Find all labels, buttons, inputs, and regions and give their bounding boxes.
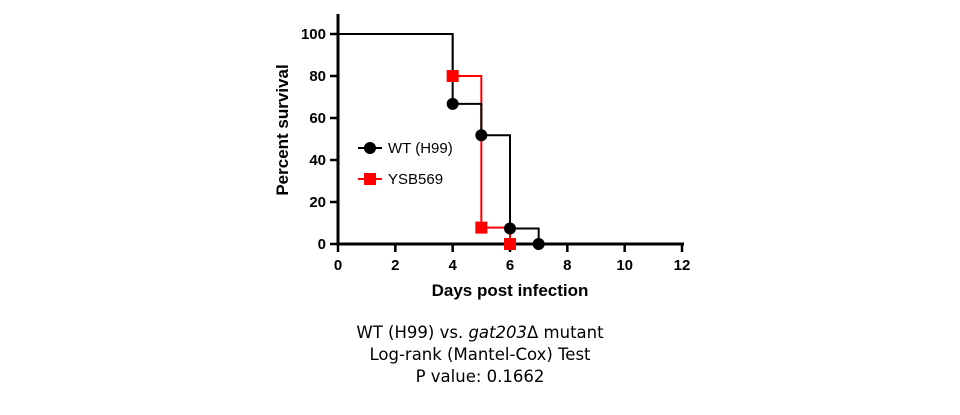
x-tick-label: 2 bbox=[391, 257, 399, 274]
series-layer bbox=[338, 33, 568, 250]
data-point bbox=[532, 238, 545, 250]
legend-marker bbox=[364, 142, 376, 154]
x-tick-label: 8 bbox=[563, 257, 571, 274]
y-tick-label: 40 bbox=[309, 152, 326, 169]
x-tick-label: 4 bbox=[448, 257, 457, 274]
data-point bbox=[475, 221, 488, 234]
y-tick-label: 100 bbox=[301, 26, 326, 43]
caption-line-1-suffix: Δ mutant bbox=[527, 323, 604, 342]
y-tick-label: 20 bbox=[309, 194, 326, 211]
data-point bbox=[504, 222, 516, 235]
y-tick-label: 0 bbox=[318, 236, 326, 253]
legend-marker bbox=[364, 173, 376, 185]
legend-label: YSB569 bbox=[388, 171, 443, 188]
y-axis-title: Percent survival bbox=[273, 64, 292, 195]
caption-line-1: WT (H99) vs. gat203Δ mutant bbox=[0, 322, 960, 344]
survival-chart: 0 2 4 6 8 10 12 0 20 40 60 80 100 WT (H99) YSB569 Day… bbox=[273, 14, 690, 300]
data-point bbox=[504, 238, 516, 250]
axes: 0 2 4 6 8 10 12 0 20 40 60 80 100 bbox=[301, 14, 690, 274]
legend: WT (H99) YSB569 bbox=[358, 140, 453, 188]
legend-label: WT (H99) bbox=[388, 140, 453, 157]
caption-line-3: P value: 0.1662 bbox=[415, 367, 545, 386]
y-tick-label: 80 bbox=[309, 68, 326, 85]
data-point bbox=[475, 129, 488, 142]
y-tick-label: 60 bbox=[309, 110, 326, 127]
caption-gene-name: gat203 bbox=[468, 323, 527, 342]
series-line bbox=[338, 33, 568, 245]
caption: WT (H99) vs. gat203Δ mutant Log-rank (Ma… bbox=[0, 322, 960, 388]
data-point bbox=[446, 97, 459, 110]
data-point bbox=[446, 70, 459, 82]
caption-line-1-prefix: WT (H99) vs. bbox=[356, 323, 469, 342]
x-axis-title: Days post infection bbox=[432, 281, 589, 300]
x-tick-label: 6 bbox=[506, 257, 514, 274]
x-tick-label: 0 bbox=[334, 257, 342, 274]
x-tick-label: 12 bbox=[674, 257, 691, 274]
x-tick-label: 10 bbox=[616, 257, 633, 274]
caption-line-2: Log-rank (Mantel-Cox) Test bbox=[369, 345, 591, 364]
